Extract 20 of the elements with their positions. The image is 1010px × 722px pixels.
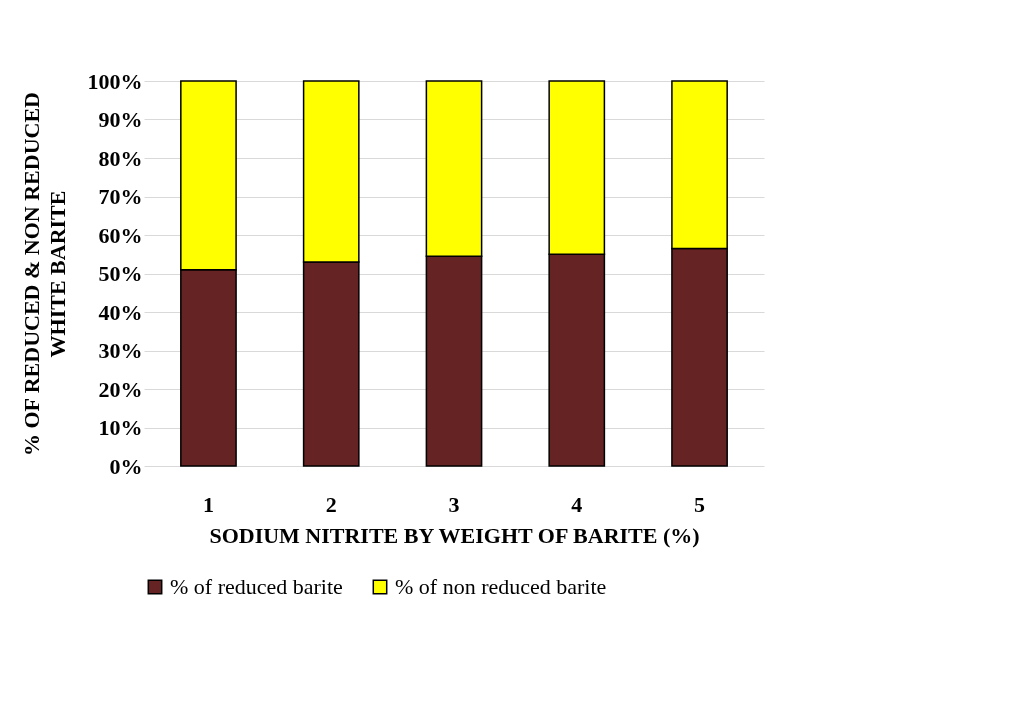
- y-tick-label: 50%: [98, 261, 143, 286]
- y-tick-label: 60%: [98, 222, 143, 248]
- y-tick-label: 30%: [98, 338, 143, 363]
- x-axis-title: SODIUM NITRITE BY WEIGHT OF BARITE (%): [209, 522, 700, 548]
- x-tick-label: 2: [325, 491, 337, 517]
- legend-label: % of reduced barite: [170, 574, 343, 599]
- y-tick-label: 90%: [98, 107, 143, 132]
- y-tick-label: 10%: [98, 415, 143, 440]
- y-tick-label: 40%: [98, 299, 143, 325]
- x-tick-label: 5: [694, 491, 706, 517]
- y-tick-label: 100%: [87, 68, 143, 94]
- x-tick-label: 1: [202, 491, 214, 517]
- legend-label: % of non reduced barite: [395, 574, 607, 599]
- y-tick-label: 80%: [98, 145, 143, 171]
- y-tick-label: 20%: [98, 376, 143, 402]
- y-tick-label: 70%: [98, 184, 143, 209]
- y-tick-label: 0%: [109, 453, 143, 479]
- x-tick-label: 3: [448, 491, 460, 517]
- x-tick-label: 4: [571, 491, 583, 517]
- y-axis-title: % OF REDUCED & NON REDUCED WHITE BARITE: [18, 91, 70, 457]
